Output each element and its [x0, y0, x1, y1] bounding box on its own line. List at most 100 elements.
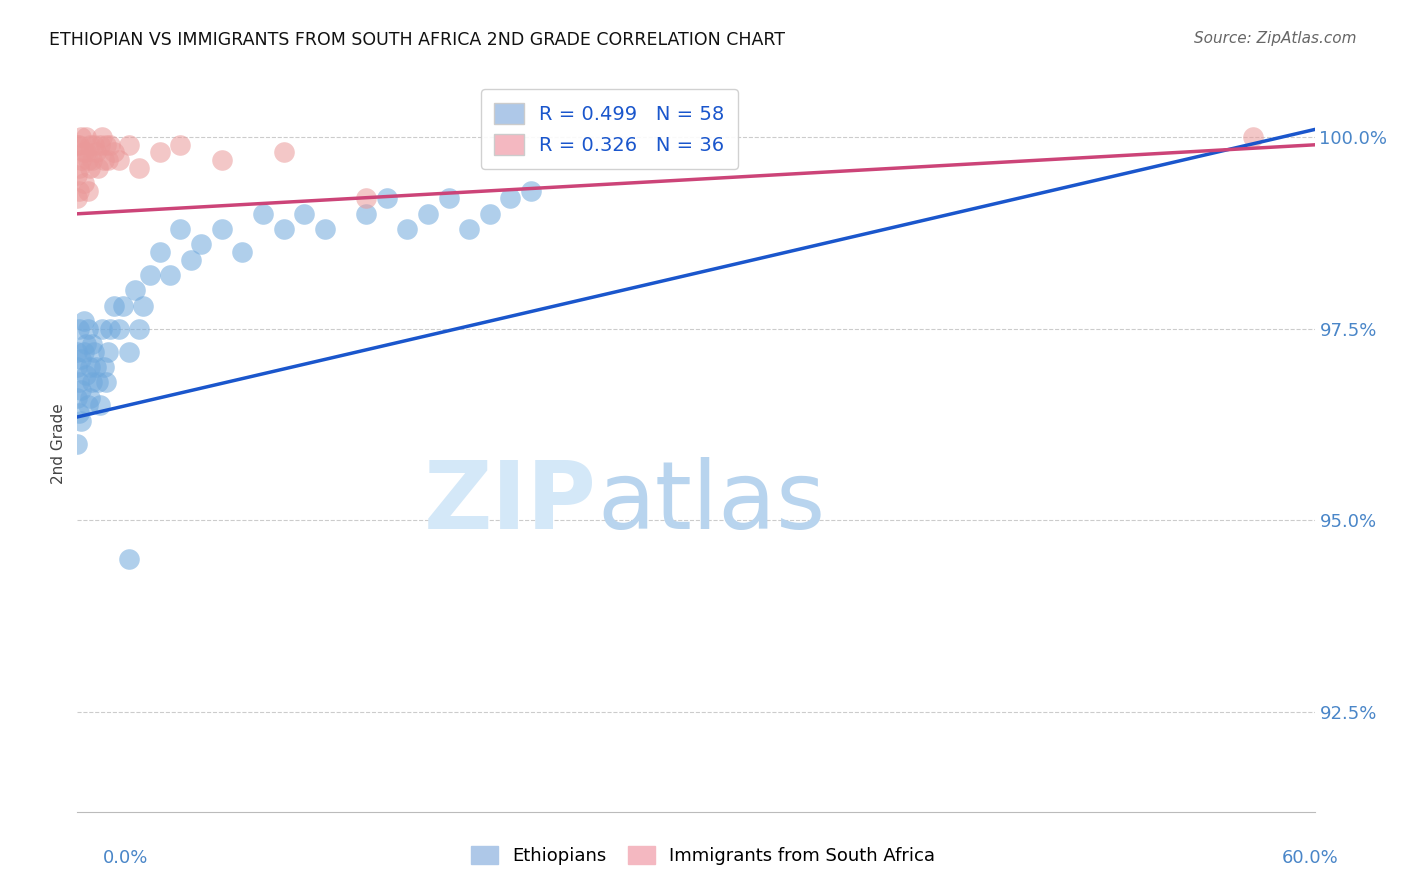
Point [84, 145, 107, 160]
Point [98, 322, 121, 336]
Point [211, 153, 233, 168]
Legend: Ethiopians, Immigrants from South Africa: Ethiopians, Immigrants from South Africa [461, 837, 945, 874]
Text: 60.0%: 60.0% [1282, 849, 1339, 867]
Point [76, 184, 98, 198]
Point [107, 322, 129, 336]
Point [520, 184, 543, 198]
Point [478, 207, 501, 221]
Point [72, 344, 94, 359]
Point [273, 145, 295, 160]
Point [66, 391, 89, 405]
Point [107, 153, 129, 168]
Point [83, 344, 105, 359]
Point [80, 376, 103, 390]
Point [84, 360, 107, 375]
Point [83, 137, 105, 152]
Point [128, 161, 150, 175]
Point [72, 314, 94, 328]
Point [128, 322, 150, 336]
Point [70, 352, 93, 367]
Point [89, 399, 111, 413]
Point [70, 130, 93, 145]
Point [118, 551, 141, 566]
Point [76, 153, 98, 168]
Point [70, 383, 93, 397]
Point [396, 222, 419, 236]
Point [211, 222, 233, 236]
Point [103, 299, 125, 313]
Point [67, 406, 90, 420]
Point [67, 137, 90, 152]
Point [87, 376, 110, 390]
Point [97, 153, 120, 168]
Point [75, 368, 97, 382]
Point [169, 137, 191, 152]
Point [79, 391, 101, 405]
Point [66, 137, 89, 152]
Point [89, 137, 111, 152]
Point [66, 344, 89, 359]
Point [93, 153, 115, 168]
Text: 0.0%: 0.0% [103, 849, 148, 867]
Point [91, 130, 114, 145]
Point [66, 169, 89, 183]
Point [273, 222, 295, 236]
Point [292, 207, 315, 221]
Point [354, 192, 377, 206]
Point [314, 222, 336, 236]
Point [180, 252, 202, 267]
Point [67, 376, 90, 390]
Point [97, 344, 120, 359]
Point [354, 207, 377, 221]
Point [499, 192, 522, 206]
Point [118, 137, 141, 152]
Point [67, 184, 90, 198]
Point [159, 268, 181, 282]
Point [93, 360, 115, 375]
Point [98, 137, 121, 152]
Point [111, 299, 134, 313]
Point [252, 207, 274, 221]
Point [79, 161, 101, 175]
Point [66, 192, 89, 206]
Point [96, 376, 118, 390]
Point [75, 145, 97, 160]
Point [118, 344, 141, 359]
Text: ZIP: ZIP [425, 457, 598, 549]
Point [87, 161, 110, 175]
Point [231, 245, 253, 260]
Point [458, 222, 481, 236]
Point [75, 130, 97, 145]
Point [72, 176, 94, 190]
Point [66, 360, 89, 375]
Point [103, 145, 125, 160]
Text: ETHIOPIAN VS IMMIGRANTS FROM SOUTH AFRICA 2ND GRADE CORRELATION CHART: ETHIOPIAN VS IMMIGRANTS FROM SOUTH AFRIC… [49, 31, 785, 49]
Point [149, 245, 172, 260]
Point [190, 237, 212, 252]
Point [169, 222, 191, 236]
Point [66, 437, 89, 451]
Point [375, 192, 398, 206]
Y-axis label: 2nd Grade: 2nd Grade [51, 403, 66, 484]
Point [416, 207, 439, 221]
Point [124, 284, 146, 298]
Point [138, 268, 160, 282]
Legend: R = 0.499   N = 58, R = 0.326   N = 36: R = 0.499 N = 58, R = 0.326 N = 36 [481, 89, 738, 169]
Text: atlas: atlas [598, 457, 825, 549]
Point [76, 399, 98, 413]
Point [67, 161, 90, 175]
Point [72, 145, 94, 160]
Point [80, 337, 103, 351]
Text: Source: ZipAtlas.com: Source: ZipAtlas.com [1194, 31, 1357, 46]
Point [70, 414, 93, 428]
Point [149, 145, 172, 160]
Point [1241, 130, 1264, 145]
Point [76, 322, 98, 336]
Point [96, 137, 118, 152]
Point [79, 137, 101, 152]
Point [70, 153, 93, 168]
Point [132, 299, 155, 313]
Point [80, 153, 103, 168]
Point [79, 360, 101, 375]
Point [67, 322, 90, 336]
